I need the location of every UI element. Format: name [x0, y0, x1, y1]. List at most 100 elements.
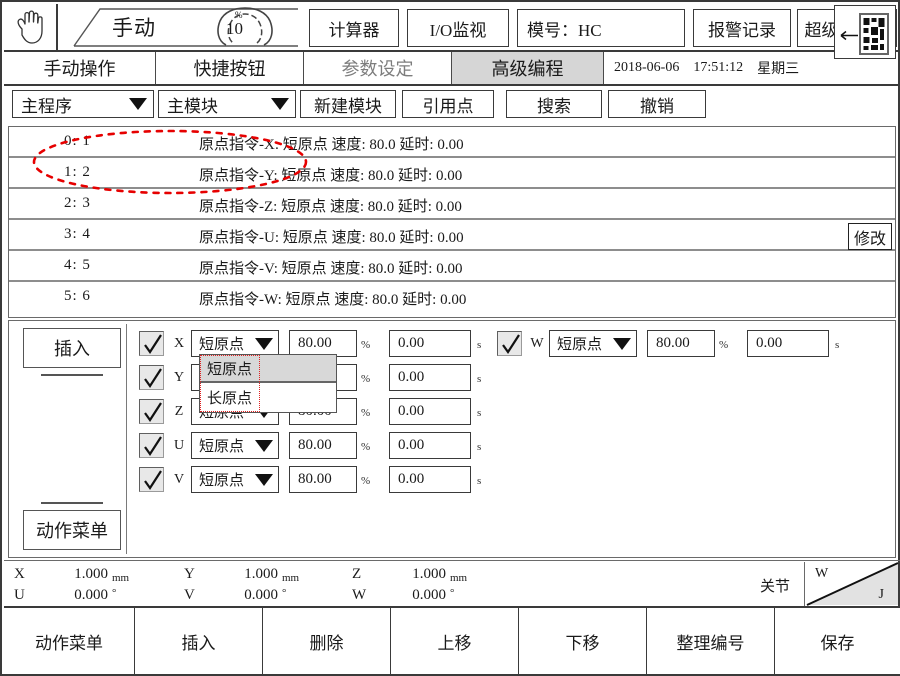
keypad-toggle-button[interactable] [834, 5, 896, 59]
table-row[interactable]: 2: 3 原点指令-Z: 短原点 速度: 80.0 延时: 0.00 [9, 189, 895, 220]
hand-mode-cell[interactable] [4, 4, 58, 50]
tab-manual-operation[interactable]: 手动操作 [4, 52, 156, 84]
coord-label-u: U [14, 587, 25, 603]
axis-enable-checkbox[interactable] [139, 399, 164, 424]
tab-advanced-programming[interactable]: 高级编程 [452, 52, 604, 84]
coord-label-v: V [184, 587, 195, 603]
search-button[interactable]: 搜索 [506, 90, 602, 118]
row-description: 原点指令-Y: 短原点 速度: 80.0 延时: 0.00 [199, 168, 463, 184]
row-index: 3: 4 [64, 226, 91, 242]
dropdown-option-short-origin[interactable]: 短原点 [200, 355, 336, 383]
module-select-label: 主模块 [167, 96, 218, 116]
row-description: 原点指令-X: 短原点 速度: 80.0 延时: 0.00 [199, 137, 464, 153]
row-description: 原点指令-V: 短原点 速度: 80.0 延时: 0.00 [199, 261, 463, 277]
editor-left-panel: 插入 动作菜单 [13, 324, 127, 554]
alarm-log-button[interactable]: 报警记录 [693, 9, 791, 47]
datetime-display: 2018-06-06 17:51:12 星期三 [604, 52, 862, 84]
axis-enable-checkbox[interactable] [139, 365, 164, 390]
reference-point-button[interactable]: 引用点 [402, 90, 494, 118]
coordinate-status-bar: X 1.000 mm Y 1.000 mm Z 1.000 mm U 0.000… [4, 560, 900, 608]
calculator-button[interactable]: 计算器 [309, 9, 399, 47]
axis-mode-select[interactable]: 短原点 [191, 330, 279, 357]
hand-pointer-icon [13, 8, 49, 51]
axis-mode-select[interactable]: 短原点 [549, 330, 637, 357]
coord-value-y: 1.000 [244, 566, 278, 582]
axis-mode-select[interactable]: 短原点 [191, 466, 279, 493]
table-row[interactable]: 5: 6 原点指令-W: 短原点 速度: 80.0 延时: 0.00 [9, 282, 895, 313]
chevron-down-icon [255, 473, 273, 486]
axis-speed-input[interactable]: 80.00 [289, 330, 357, 357]
axis-delay-input[interactable]: 0.00 [389, 466, 471, 493]
program-select-label: 主程序 [21, 96, 72, 116]
coord-unit-y: mm [282, 572, 300, 584]
axis-speed-input[interactable]: 80.00 [289, 466, 357, 493]
world-joint-indicator[interactable]: W J [804, 562, 899, 606]
axis-row-w: W 短原点 80.00 % 0.00 s [497, 330, 847, 359]
table-row[interactable]: 3: 4 原点指令-U: 短原点 速度: 80.0 延时: 0.00 修改 [9, 220, 895, 251]
axis-mode-label: 短原点 [557, 337, 603, 353]
mode-plate[interactable] [60, 6, 300, 48]
row-description: 原点指令-U: 短原点 速度: 80.0 延时: 0.00 [199, 230, 464, 246]
move-up-button[interactable]: 上移 [391, 608, 519, 674]
delay-unit: s [835, 339, 840, 351]
table-row[interactable]: 1: 2 原点指令-Y: 短原点 速度: 80.0 延时: 0.00 [9, 158, 895, 189]
new-module-button[interactable]: 新建模块 [300, 90, 396, 118]
table-row[interactable]: 4: 5 原点指令-V: 短原点 速度: 80.0 延时: 0.00 [9, 251, 895, 282]
axis-speed-input[interactable]: 80.00 [647, 330, 715, 357]
axis-delay-input[interactable]: 0.00 [389, 330, 471, 357]
coord-label-y: Y [184, 566, 195, 582]
gauge-value: 10 [226, 19, 243, 38]
chevron-down-icon [271, 98, 289, 110]
speed-unit: % [719, 339, 729, 351]
tab-parameter-setting[interactable]: 参数设定 [304, 52, 452, 84]
axis-label: W [530, 336, 544, 351]
insert-button[interactable]: 插入 [135, 608, 263, 674]
axis-delay-input[interactable]: 0.00 [389, 364, 471, 391]
action-menu-button[interactable]: 动作菜单 [23, 510, 121, 550]
insert-button[interactable]: 插入 [23, 328, 121, 368]
joint-mode-label: J [878, 587, 884, 602]
program-list[interactable]: 0: 1 原点指令-X: 短原点 速度: 80.0 延时: 0.00 1: 2 … [8, 126, 896, 318]
axis-mode-label: 短原点 [199, 337, 245, 353]
axis-delay-input[interactable]: 0.00 [747, 330, 829, 357]
program-select[interactable]: 主程序 [12, 90, 154, 118]
row-index: 0: 1 [64, 133, 91, 149]
axis-enable-checkbox[interactable] [139, 467, 164, 492]
axis-delay-input[interactable]: 0.00 [389, 398, 471, 425]
move-down-button[interactable]: 下移 [519, 608, 647, 674]
axis-enable-checkbox[interactable] [139, 433, 164, 458]
speed-unit: % [361, 407, 371, 419]
chevron-down-icon [255, 337, 273, 350]
model-field[interactable]: 模号：HC [517, 9, 685, 47]
table-row[interactable]: 0: 1 原点指令-X: 短原点 速度: 80.0 延时: 0.00 [9, 127, 895, 158]
tab-quick-buttons[interactable]: 快捷按钮 [156, 52, 304, 84]
speed-unit: % [361, 339, 371, 351]
renumber-button[interactable]: 整理编号 [647, 608, 775, 674]
row-description: 原点指令-W: 短原点 速度: 80.0 延时: 0.00 [199, 292, 467, 308]
axis-mode-dropdown-menu[interactable]: 短原点 长原点 [199, 354, 337, 413]
axis-enable-checkbox[interactable] [139, 331, 164, 356]
undo-button[interactable]: 撤销 [608, 90, 706, 118]
axis-label: V [173, 472, 185, 487]
axis-enable-checkbox[interactable] [497, 331, 522, 356]
axis-delay-input[interactable]: 0.00 [389, 432, 471, 459]
axis-speed-input[interactable]: 80.00 [289, 432, 357, 459]
dropdown-option-long-origin[interactable]: 长原点 [207, 390, 253, 407]
left-arrow-icon [839, 28, 859, 46]
delay-unit: s [477, 441, 482, 453]
coord-unit-v: ° [282, 587, 287, 599]
save-button[interactable]: 保存 [775, 608, 900, 674]
bottom-toolbar: 动作菜单 插入 删除 上移 下移 整理编号 保存 [4, 608, 900, 674]
modify-button[interactable]: 修改 [848, 223, 892, 250]
axis-mode-select[interactable]: 短原点 [191, 432, 279, 459]
row-index: 1: 2 [64, 164, 91, 180]
coord-value-x: 1.000 [74, 566, 108, 582]
delay-unit: s [477, 339, 482, 351]
module-select[interactable]: 主模块 [158, 90, 296, 118]
coord-label-w: W [352, 587, 367, 603]
coord-value-u: 0.000 [74, 587, 108, 603]
io-monitor-button[interactable]: I/O监视 [407, 9, 509, 47]
action-menu-button[interactable]: 动作菜单 [4, 608, 135, 674]
delete-button[interactable]: 删除 [263, 608, 391, 674]
coord-value-w: 0.000 [412, 587, 446, 603]
